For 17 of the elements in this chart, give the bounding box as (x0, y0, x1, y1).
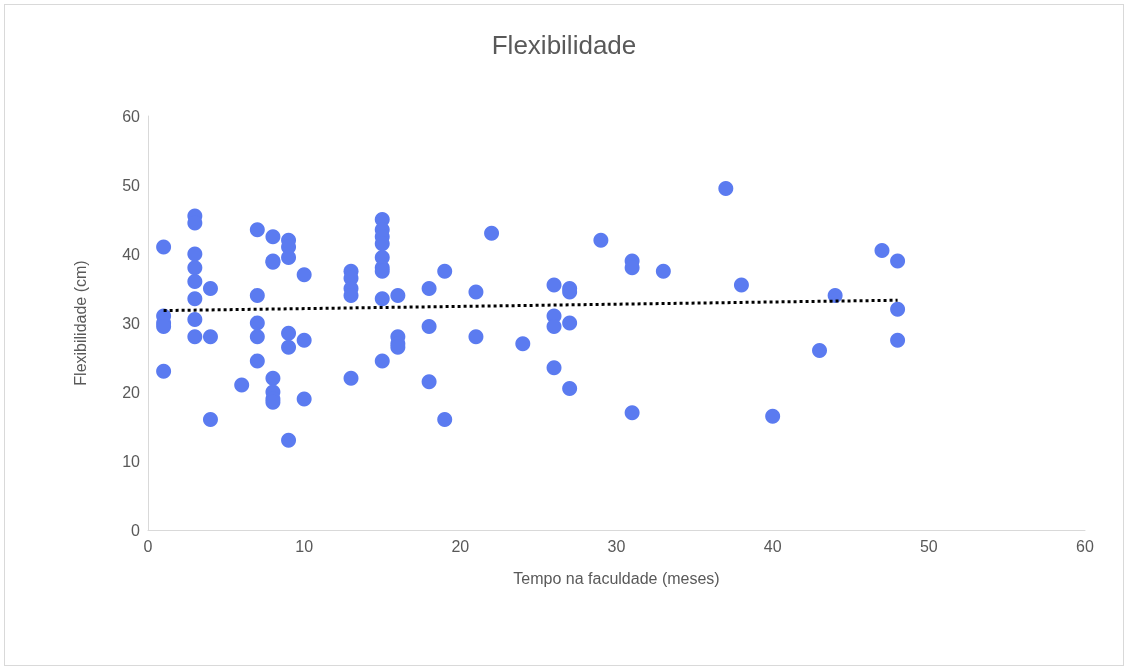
chart-title: Flexibilidade (491, 30, 637, 60)
x-tick-label: 50 (919, 537, 938, 555)
y-tick-label: 10 (122, 452, 141, 470)
y-axis-title: Flexibilidade (cm) (71, 260, 89, 386)
x-tick-label: 20 (451, 537, 470, 555)
x-tick-label: 10 (295, 537, 314, 555)
y-tick-label: 40 (122, 245, 141, 263)
y-tick-label: 0 (131, 521, 141, 539)
x-tick-label: 40 (763, 537, 782, 555)
y-tick-label: 30 (122, 314, 141, 332)
x-tick-label: 30 (607, 537, 626, 555)
y-tick-label: 20 (122, 383, 141, 401)
x-tick-label: 60 (1076, 537, 1094, 555)
x-axis-title: Tempo na faculdade (meses) (513, 569, 720, 587)
y-tick-label: 60 (122, 107, 141, 125)
y-tick-label: 50 (122, 176, 141, 194)
x-tick-label: 0 (143, 537, 153, 555)
